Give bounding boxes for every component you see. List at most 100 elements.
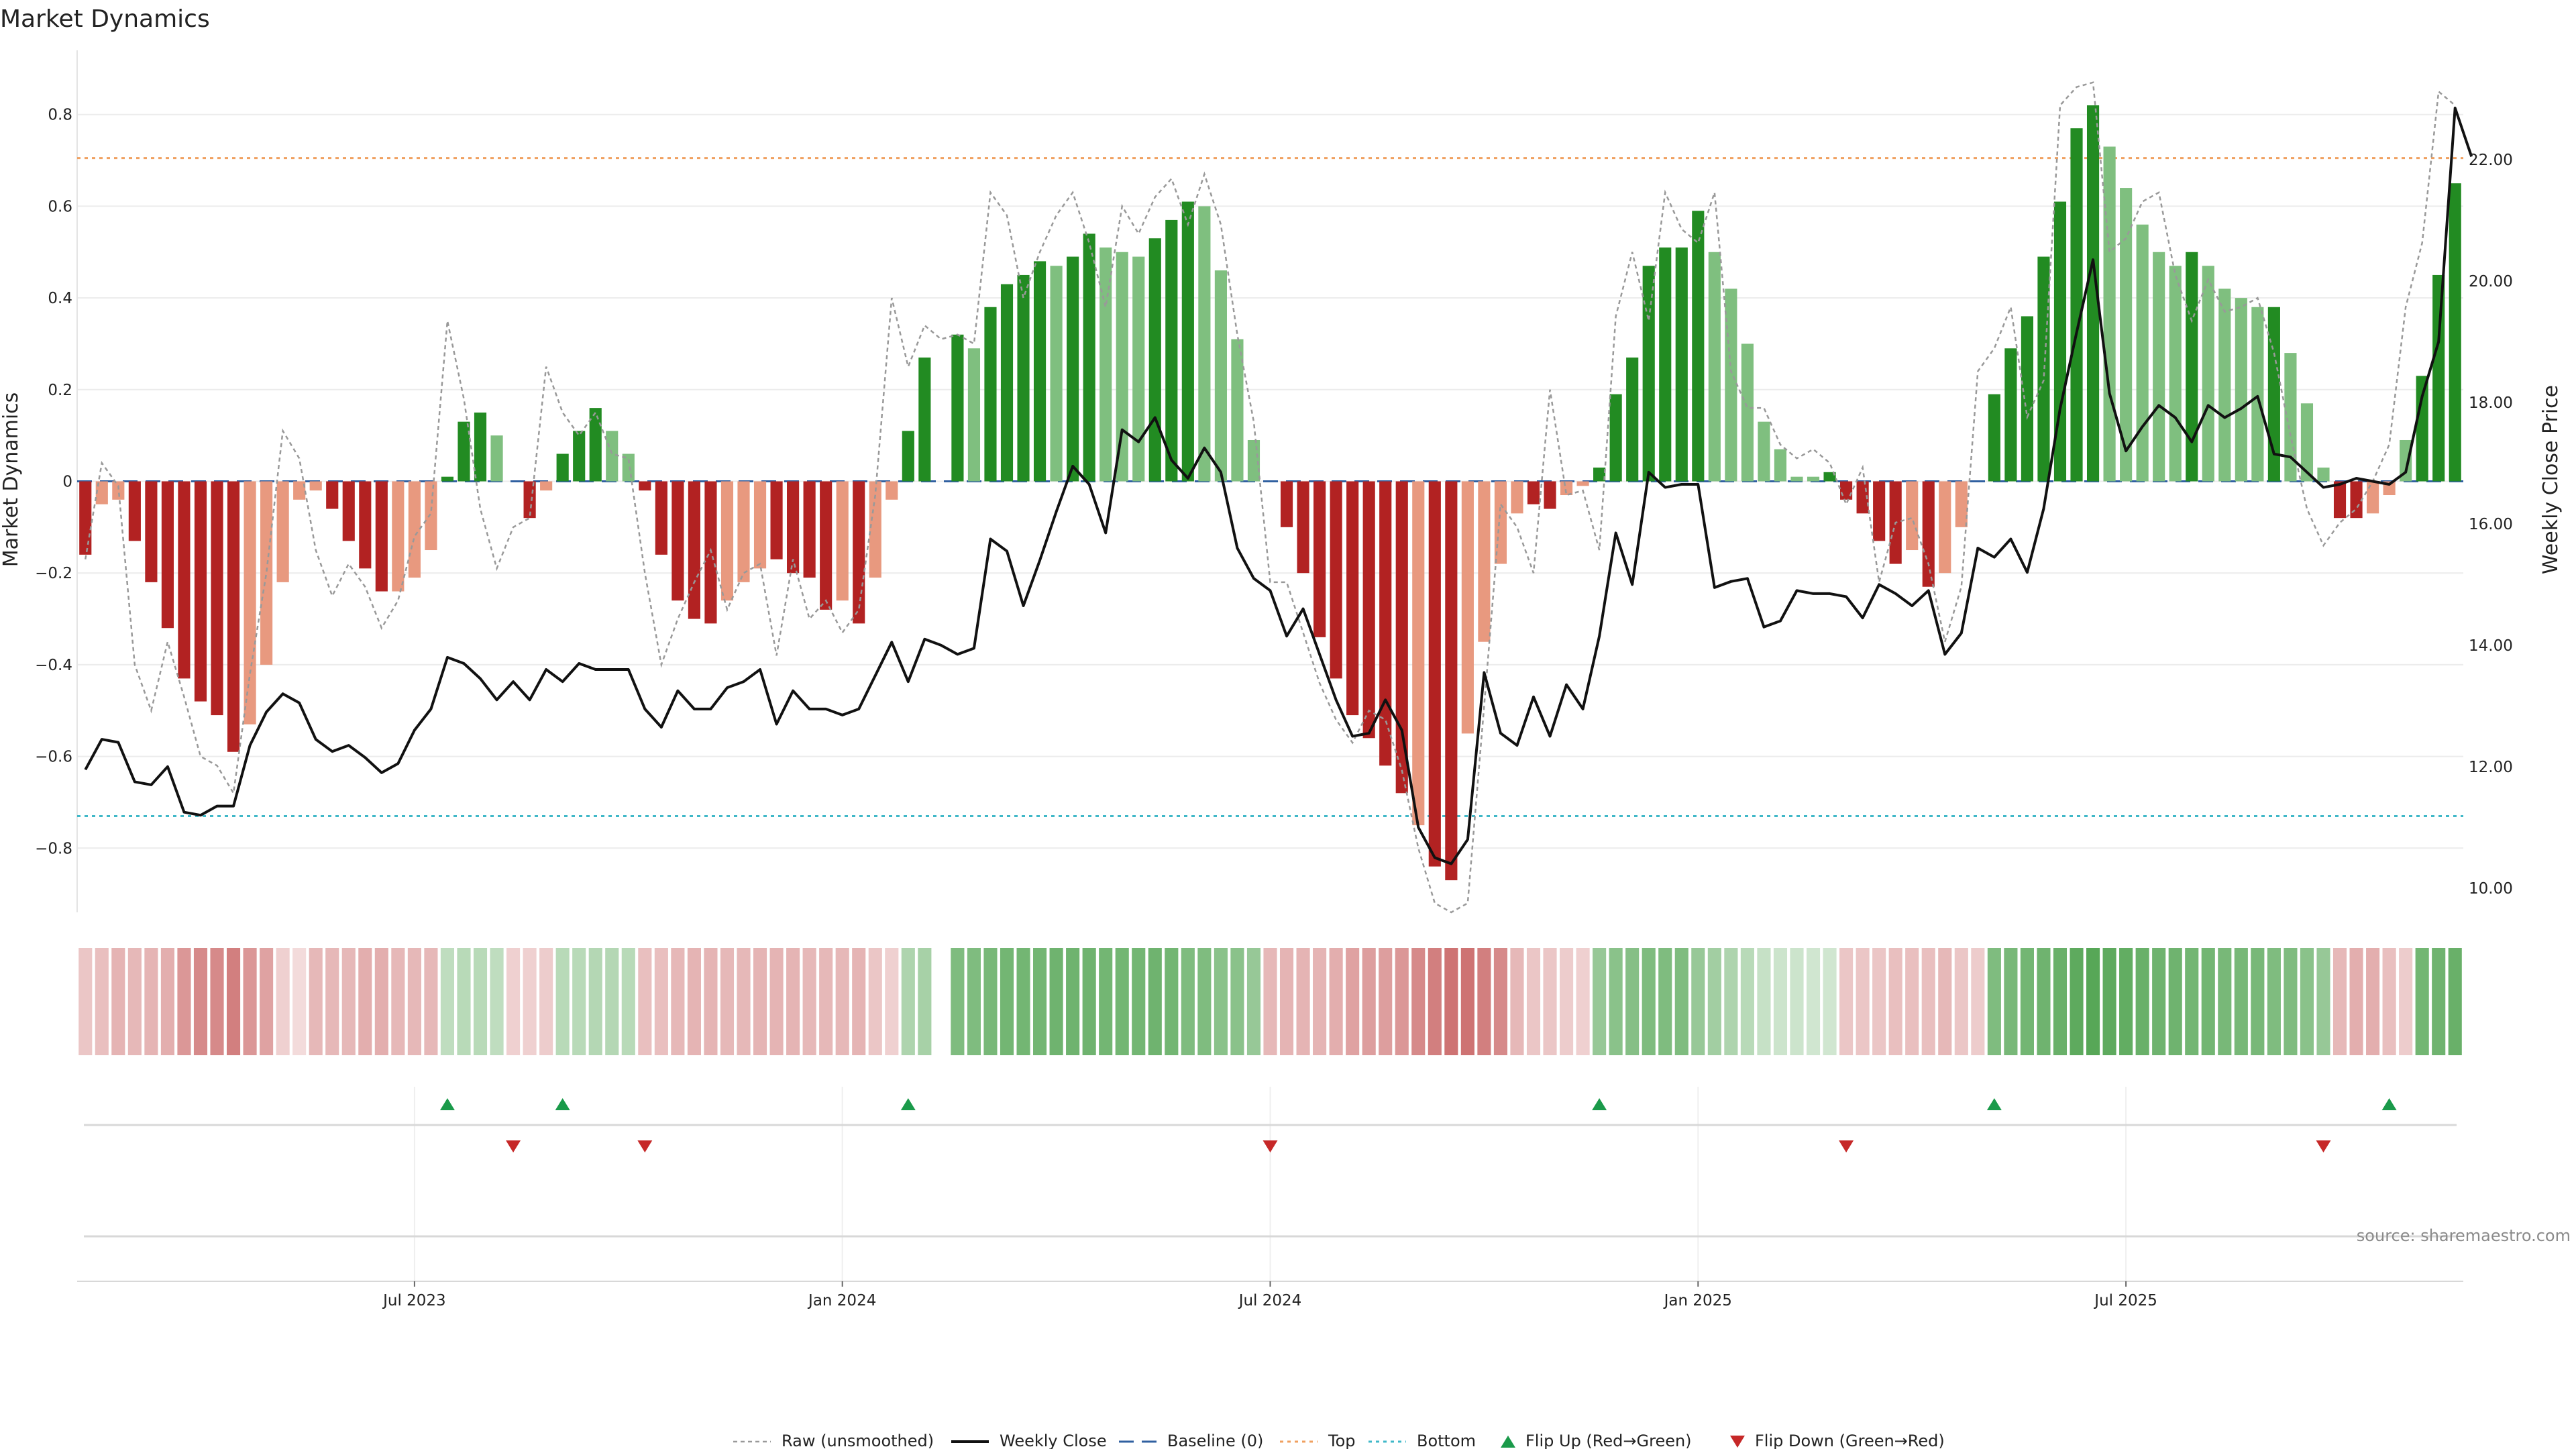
heat-cell	[1246, 948, 1261, 1055]
dynamics-bar	[79, 481, 92, 555]
heat-cell	[605, 948, 619, 1055]
dynamics-bar	[1116, 252, 1128, 482]
dynamics-bar	[1445, 481, 1458, 881]
dynamics-bar	[1478, 481, 1491, 642]
dynamics-bar	[392, 481, 405, 592]
heat-cell	[358, 948, 372, 1055]
dynamics-bar	[573, 431, 586, 482]
legend-label: Top	[1328, 1432, 1356, 1449]
flip-markers	[77, 1087, 2463, 1282]
heat-cell	[341, 948, 356, 1055]
dynamics-bar	[1544, 481, 1556, 509]
dynamics-bar	[375, 481, 388, 592]
heat-cell	[967, 948, 981, 1055]
heat-cell	[2300, 948, 2314, 1055]
dynamics-bar	[1725, 288, 1737, 482]
heat-cell	[2399, 948, 2413, 1055]
dynamics-bar	[606, 431, 619, 482]
dynamics-bar	[128, 481, 141, 541]
heat-cell	[671, 948, 685, 1055]
heat-cell	[1691, 948, 1705, 1055]
heat-cell	[1033, 948, 1047, 1055]
heat-cell	[1642, 948, 1656, 1055]
dynamics-bar	[1067, 256, 1079, 482]
dynamics-bar	[1593, 467, 1606, 482]
dynamics-bar	[2300, 403, 2314, 482]
heat-cell	[2201, 948, 2215, 1055]
heat-cell	[1066, 948, 1080, 1055]
dynamics-bar	[2350, 481, 2363, 519]
dynamics-bar	[2053, 201, 2067, 482]
heat-cell	[1049, 948, 1063, 1055]
heat-cell	[2284, 948, 2298, 1055]
legend-label: Baseline (0)	[1167, 1432, 1263, 1449]
heat-cell	[226, 948, 241, 1055]
heat-cell	[720, 948, 735, 1055]
heat-cell	[2037, 948, 2051, 1055]
heat-cell	[1576, 948, 1590, 1055]
heat-cell	[1411, 948, 1426, 1055]
dynamics-bar	[918, 357, 931, 482]
y2-axis-label: Weekly Close Price	[2539, 385, 2563, 574]
heat-cell	[1313, 948, 1327, 1055]
heat-cell	[918, 948, 932, 1055]
dynamics-bar	[770, 481, 783, 559]
dynamics-bar	[474, 412, 487, 482]
heat-cell	[2234, 948, 2248, 1055]
heat-cell	[2102, 948, 2116, 1055]
flip-down-marker	[1839, 1140, 1854, 1152]
y-tick-label: 0	[62, 474, 72, 491]
dynamics-bar	[1692, 211, 1705, 482]
dynamics-bar	[1560, 481, 1573, 496]
heat-cell	[1395, 948, 1409, 1055]
heat-cell	[1905, 948, 1919, 1055]
heat-cell	[1560, 948, 1574, 1055]
legend-swatch	[1501, 1436, 1515, 1448]
heat-cell	[1971, 948, 1985, 1055]
legend-label: Flip Down (Green→Red)	[1755, 1432, 1945, 1449]
heat-cell	[424, 948, 438, 1055]
dynamics-bar	[820, 481, 833, 610]
heat-cell	[1148, 948, 1162, 1055]
heat-cell	[687, 948, 701, 1055]
heat-cell	[2070, 948, 2084, 1055]
dynamics-bar	[1198, 206, 1211, 482]
dynamics-bar	[1214, 270, 1227, 482]
dynamics-bar	[688, 481, 700, 619]
x-tick-label: Jan 2024	[807, 1292, 876, 1309]
heat-cell	[555, 948, 570, 1055]
flip-up-marker	[1592, 1098, 1607, 1110]
heat-cell	[2152, 948, 2166, 1055]
dynamics-bar	[260, 481, 273, 665]
heat-cell	[2415, 948, 2429, 1055]
dynamics-bar	[2120, 188, 2133, 482]
x-tick-label: Jul 2024	[1238, 1292, 1302, 1309]
price-line	[84, 106, 2473, 865]
heat-cell	[407, 948, 421, 1055]
dynamics-bar	[2251, 307, 2264, 482]
dynamics-bar	[1494, 481, 1507, 564]
heat-cell	[1510, 948, 1524, 1055]
dynamics-bar	[1659, 247, 1672, 482]
heat-cell	[2448, 948, 2462, 1055]
flip-up-marker	[555, 1098, 570, 1110]
heat-cell	[1625, 948, 1640, 1055]
heat-cell	[1197, 948, 1212, 1055]
y2-tick-label: 10.00	[2469, 880, 2513, 898]
heat-cell	[1872, 948, 1886, 1055]
x-tick-label: Jul 2025	[2093, 1292, 2157, 1309]
heat-cell	[1526, 948, 1541, 1055]
dynamics-bar	[359, 481, 372, 569]
dynamics-bar	[2021, 316, 2034, 482]
dynamics-bar	[853, 481, 865, 624]
heat-cell	[1099, 948, 1113, 1055]
legend-label: Raw (unsmoothed)	[782, 1432, 934, 1449]
heat-cell	[1888, 948, 1902, 1055]
dynamics-bar	[869, 481, 881, 578]
heat-cell	[1016, 948, 1030, 1055]
flip-up-marker	[900, 1098, 916, 1110]
dynamics-bar	[1050, 266, 1063, 482]
heat-cell	[260, 948, 274, 1055]
heat-cell	[523, 948, 537, 1055]
legend-swatch	[1730, 1436, 1745, 1448]
